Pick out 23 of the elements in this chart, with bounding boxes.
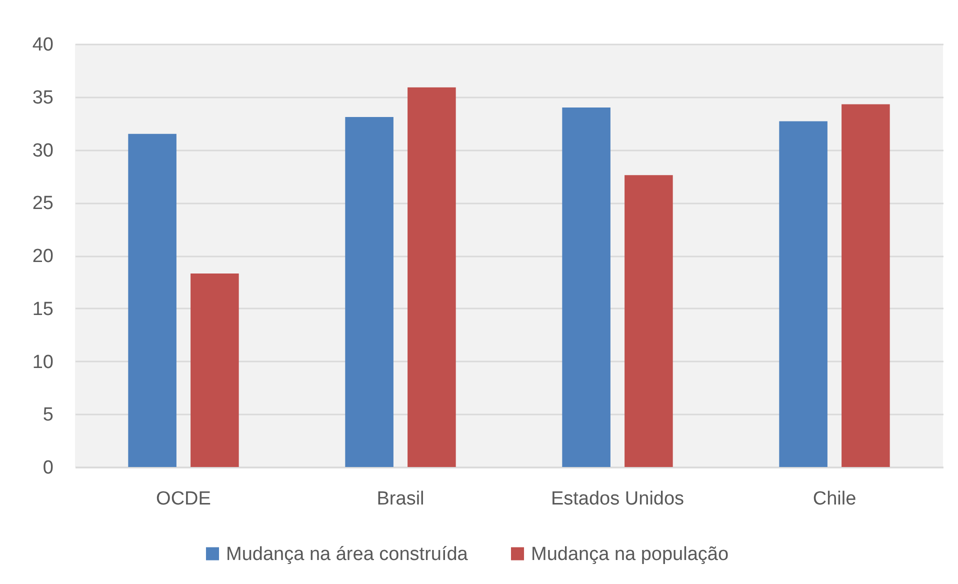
y-tick-label: 30 xyxy=(32,140,54,162)
bar xyxy=(842,104,890,467)
x-tick-label: Chile xyxy=(812,488,856,510)
bar xyxy=(408,87,456,467)
y-tick-label: 5 xyxy=(42,404,54,426)
x-tick-label: Estados Unidos xyxy=(550,488,684,510)
bar xyxy=(128,134,176,467)
y-tick-label: 25 xyxy=(32,193,54,214)
bar xyxy=(190,273,239,467)
y-tick-label: 10 xyxy=(32,352,54,373)
legend-label: Mudança na população xyxy=(531,544,729,565)
y-tick-label: 0 xyxy=(42,458,54,478)
y-tick-label: 40 xyxy=(32,34,54,56)
x-tick-label: Brasil xyxy=(376,488,424,510)
bar xyxy=(562,107,610,467)
y-tick-label: 15 xyxy=(32,298,54,320)
bar xyxy=(624,175,673,467)
bar xyxy=(345,116,394,467)
bar xyxy=(779,121,828,467)
y-tick-label: 35 xyxy=(32,87,54,108)
x-tick-label: OCDE xyxy=(156,488,211,510)
legend-label: Mudança na área construída xyxy=(226,544,468,565)
y-tick-label: 20 xyxy=(32,246,54,267)
